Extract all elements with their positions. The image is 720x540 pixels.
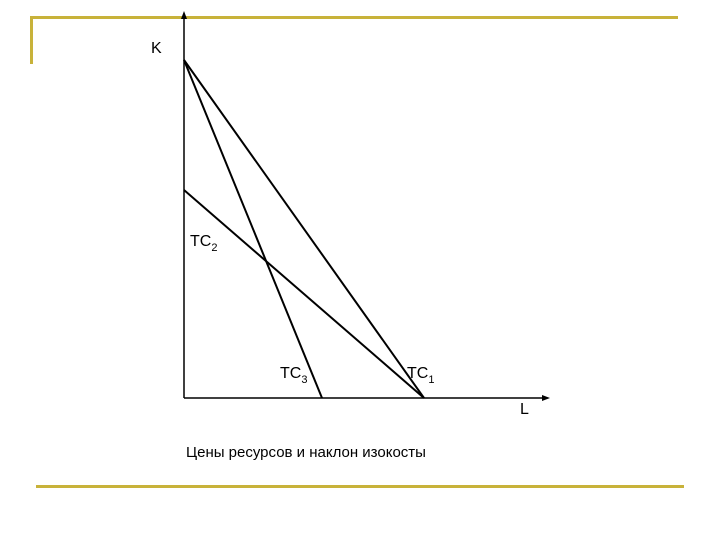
tc1-label: TC1 — [407, 365, 434, 386]
slide-caption: Цены ресурсов и наклон изокосты — [186, 444, 426, 461]
y-axis-arrow — [181, 11, 187, 19]
decorative-top-rule — [30, 16, 678, 19]
decorative-left-rule — [30, 16, 33, 64]
y-axis-label: K — [151, 40, 162, 57]
x-axis-label: L — [520, 401, 529, 418]
isocost-line-tc2 — [183, 189, 425, 399]
isocost-line-tc3 — [183, 59, 323, 399]
isocost-line-tc1 — [183, 59, 425, 399]
x-axis-arrow — [542, 395, 550, 401]
tc2-label: TC2 — [190, 233, 217, 254]
decorative-bottom-rule — [36, 485, 684, 488]
tc3-label: TC3 — [280, 365, 307, 386]
